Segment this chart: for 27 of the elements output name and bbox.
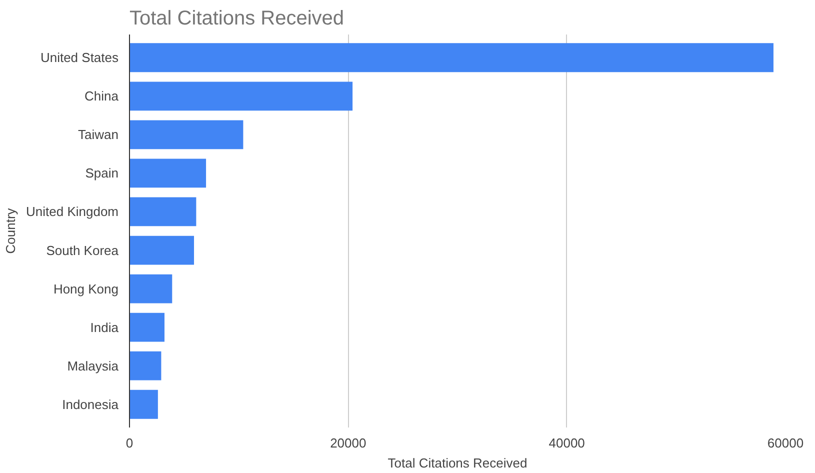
x-tick-label: 40000: [548, 436, 585, 450]
bar: [130, 158, 206, 188]
y-tick-label: United States: [40, 50, 119, 66]
x-tick-label: 0: [126, 436, 134, 450]
y-tick-label: Indonesia: [62, 396, 120, 412]
bar: [130, 312, 164, 342]
bar: [130, 120, 244, 150]
bar: [130, 351, 162, 380]
x-axis-title: Total Citations Received: [388, 456, 528, 470]
y-tick-label: Taiwan: [78, 127, 118, 142]
y-tick-label: China: [84, 88, 120, 104]
bar: [130, 197, 196, 226]
bar: [130, 43, 774, 72]
x-tick-label: 20000: [330, 436, 366, 450]
y-tick-label: Malaysia: [67, 358, 120, 374]
bar: [130, 390, 158, 419]
y-tick-label: Hong Kong: [53, 281, 119, 296]
bar: [130, 82, 353, 111]
y-axis-title: Country: [3, 208, 18, 254]
y-tick-label: India: [90, 320, 120, 335]
bar: [130, 274, 172, 304]
bar: [130, 236, 194, 265]
y-tick-label: United Kingdom: [26, 204, 118, 220]
x-tick-label: 60000: [767, 436, 804, 450]
y-tick-label: South Korea: [46, 242, 120, 258]
chart-title: Total Citations Received: [130, 8, 344, 30]
y-tick-label: Spain: [85, 166, 118, 181]
